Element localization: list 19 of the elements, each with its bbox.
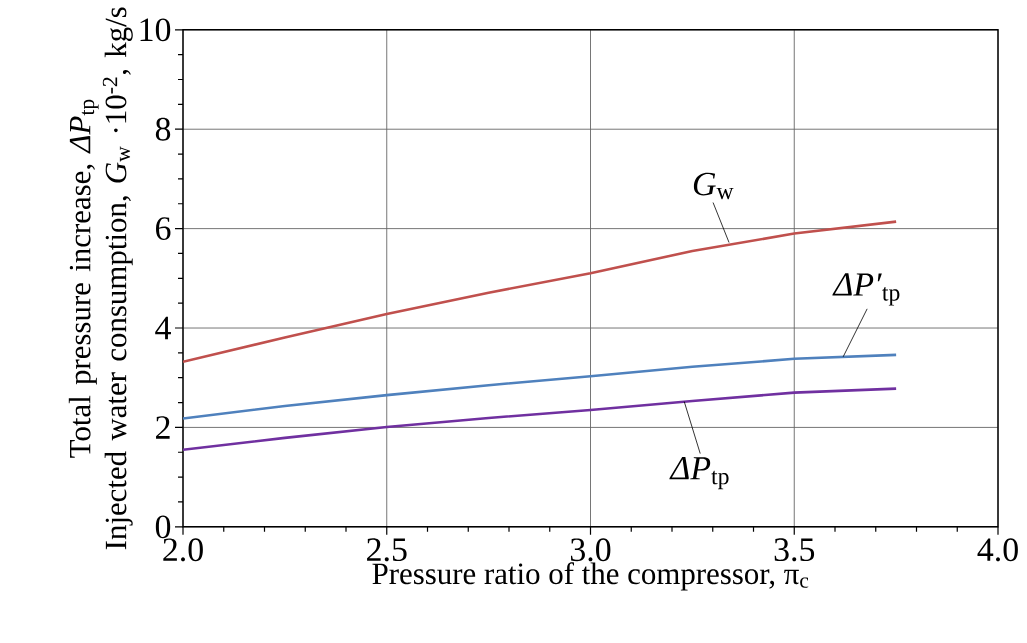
x-axis-title: Pressure ratio of the compressor, π$_{c}$ bbox=[372, 562, 809, 591]
annotation: ΔP′$_{tp}$ bbox=[832, 273, 900, 306]
x-tick-label: 4.0 bbox=[977, 538, 1018, 562]
y-tick-label: 4 bbox=[155, 316, 171, 340]
line-series bbox=[183, 220, 898, 364]
y-tick-label: 0 bbox=[155, 515, 171, 539]
x-tick-label: 3.5 bbox=[774, 538, 815, 562]
annotation: G$_{w}$ bbox=[693, 172, 734, 200]
x-tick-label: 3.0 bbox=[570, 538, 611, 562]
y-tick-label: 2 bbox=[156, 416, 170, 439]
x-tick-label: 2.5 bbox=[367, 538, 407, 562]
y-tick-label: 6 bbox=[156, 217, 171, 241]
x-tick-label: 2.0 bbox=[163, 538, 203, 562]
line-series bbox=[183, 353, 898, 420]
annotation: ΔP$_{tp}$ bbox=[669, 457, 729, 490]
y-tick-label: 8 bbox=[155, 117, 171, 141]
line-series bbox=[183, 387, 898, 452]
text: Total pressure increase, ΔP$_{tp}$ Injected water consumption, G$_{w}$ ·10$^{-2}$, kg/s bbox=[68, 7, 133, 550]
y-tick-label: 10 bbox=[140, 18, 171, 42]
